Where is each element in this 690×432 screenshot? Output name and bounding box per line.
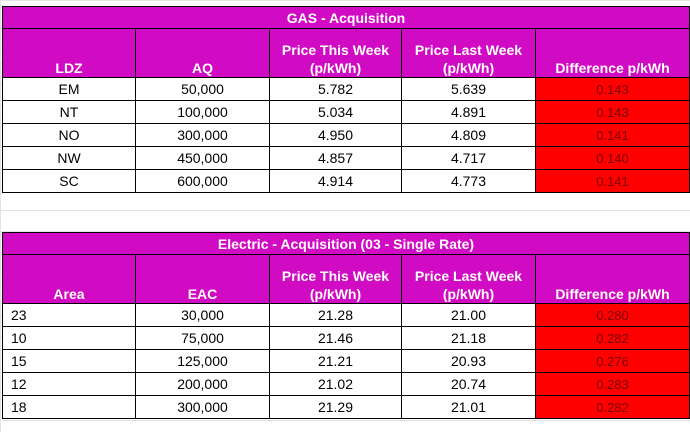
cell-price-this-week[interactable]: 4.857 bbox=[269, 146, 402, 170]
gas-acquisition-table: GAS - Acquisition LDZ AQ Price This Week… bbox=[2, 6, 690, 193]
header-price-last-week: Price Last Week (p/kWh) bbox=[401, 254, 536, 304]
cell-price-this-week[interactable]: 21.28 bbox=[269, 303, 402, 327]
table-row: NW 450,000 4.857 4.717 0.140 bbox=[2, 146, 690, 170]
cell-price-last-week[interactable]: 4.717 bbox=[401, 146, 536, 170]
cell-price-last-week[interactable]: 21.00 bbox=[401, 303, 536, 327]
cell-price-this-week[interactable]: 5.034 bbox=[269, 100, 402, 124]
cell-price-last-week[interactable]: 21.01 bbox=[401, 395, 536, 419]
cell-price-this-week[interactable]: 5.782 bbox=[269, 77, 402, 101]
gas-header-row: LDZ AQ Price This Week (p/kWh) Price Last… bbox=[2, 28, 690, 78]
cell-id[interactable]: NW bbox=[2, 146, 136, 170]
gas-title-row: GAS - Acquisition bbox=[2, 6, 690, 29]
cell-price-this-week[interactable]: 21.21 bbox=[269, 349, 402, 373]
header-price-this-week-line1: Price This Week bbox=[281, 42, 390, 58]
header-price-this-week-unit: (p/kWh) bbox=[309, 60, 362, 76]
cell-difference[interactable]: 0.140 bbox=[535, 146, 690, 170]
cell-difference[interactable]: 0.282 bbox=[535, 326, 690, 350]
header-eac: EAC bbox=[135, 254, 270, 304]
electric-title-row: Electric - Acquisition (03 - Single Rate… bbox=[2, 232, 690, 255]
cell-price-last-week[interactable]: 5.639 bbox=[401, 77, 536, 101]
gas-table-body: EM 50,000 5.782 5.639 0.143 NT 100,000 5.034 4.8… bbox=[2, 77, 690, 193]
cell-price-this-week[interactable]: 21.46 bbox=[269, 326, 402, 350]
cell-volume[interactable]: 300,000 bbox=[135, 395, 270, 419]
cell-price-last-week[interactable]: 4.773 bbox=[401, 169, 536, 193]
cell-volume[interactable]: 100,000 bbox=[135, 100, 270, 124]
cell-id[interactable]: NT bbox=[2, 100, 136, 124]
cell-volume[interactable]: 125,000 bbox=[135, 349, 270, 373]
cell-difference[interactable]: 0.276 bbox=[535, 349, 690, 373]
header-aq: AQ bbox=[135, 28, 270, 78]
table-row: EM 50,000 5.782 5.639 0.143 bbox=[2, 77, 690, 101]
table-row: 18 300,000 21.29 21.01 0.282 bbox=[2, 395, 690, 419]
cell-price-last-week[interactable]: 4.809 bbox=[401, 123, 536, 147]
cell-price-last-week[interactable]: 20.74 bbox=[401, 372, 536, 396]
cell-id[interactable]: 12 bbox=[2, 372, 136, 396]
gas-table-title: GAS - Acquisition bbox=[2, 6, 690, 29]
cell-id[interactable]: SC bbox=[2, 169, 136, 193]
cell-id[interactable]: 23 bbox=[2, 303, 136, 327]
cell-price-last-week[interactable]: 4.891 bbox=[401, 100, 536, 124]
cell-difference[interactable]: 0.143 bbox=[535, 100, 690, 124]
cell-price-this-week[interactable]: 4.950 bbox=[269, 123, 402, 147]
table-row: SC 600,000 4.914 4.773 0.141 bbox=[2, 169, 690, 193]
cell-price-this-week[interactable]: 21.29 bbox=[269, 395, 402, 419]
cell-price-last-week[interactable]: 20.93 bbox=[401, 349, 536, 373]
header-difference: Difference p/kWh bbox=[535, 254, 690, 304]
table-row: 15 125,000 21.21 20.93 0.276 bbox=[2, 349, 690, 373]
cell-price-this-week[interactable]: 4.914 bbox=[269, 169, 402, 193]
cell-difference[interactable]: 0.141 bbox=[535, 169, 690, 193]
cell-difference[interactable]: 0.280 bbox=[535, 303, 690, 327]
cell-difference[interactable]: 0.141 bbox=[535, 123, 690, 147]
cell-volume[interactable]: 300,000 bbox=[135, 123, 270, 147]
header-price-last-week-line1: Price Last Week bbox=[414, 42, 523, 58]
header-difference: Difference p/kWh bbox=[535, 28, 690, 78]
electric-acquisition-table: Electric - Acquisition (03 - Single Rate… bbox=[2, 232, 690, 419]
header-price-this-week: Price This Week (p/kWh) bbox=[269, 254, 402, 304]
header-price-this-week: Price This Week (p/kWh) bbox=[269, 28, 402, 78]
cell-volume[interactable]: 75,000 bbox=[135, 326, 270, 350]
cell-volume[interactable]: 600,000 bbox=[135, 169, 270, 193]
table-row: 23 30,000 21.28 21.00 0.280 bbox=[2, 303, 690, 327]
table-row: 10 75,000 21.46 21.18 0.282 bbox=[2, 326, 690, 350]
cell-id[interactable]: EM bbox=[2, 77, 136, 101]
cell-id[interactable]: 10 bbox=[2, 326, 136, 350]
cell-price-last-week[interactable]: 21.18 bbox=[401, 326, 536, 350]
electric-header-row: Area EAC Price This Week (p/kWh) Price La… bbox=[2, 254, 690, 304]
cell-volume[interactable]: 450,000 bbox=[135, 146, 270, 170]
header-ldz: LDZ bbox=[2, 28, 136, 78]
header-price-this-week-unit: (p/kWh) bbox=[309, 286, 362, 302]
table-row: NT 100,000 5.034 4.891 0.143 bbox=[2, 100, 690, 124]
table-row: 12 200,000 21.02 20.74 0.283 bbox=[2, 372, 690, 396]
cell-id[interactable]: NO bbox=[2, 123, 136, 147]
header-price-last-week: Price Last Week (p/kWh) bbox=[401, 28, 536, 78]
electric-table-body: 23 30,000 21.28 21.00 0.280 10 75,000 21.46 21.1… bbox=[2, 303, 690, 419]
table-row: NO 300,000 4.950 4.809 0.141 bbox=[2, 123, 690, 147]
cell-volume[interactable]: 30,000 bbox=[135, 303, 270, 327]
cell-id[interactable]: 18 bbox=[2, 395, 136, 419]
header-price-last-week-unit: (p/kWh) bbox=[442, 60, 495, 76]
header-price-last-week-unit: (p/kWh) bbox=[442, 286, 495, 302]
cell-difference[interactable]: 0.282 bbox=[535, 395, 690, 419]
cell-volume[interactable]: 200,000 bbox=[135, 372, 270, 396]
header-area: Area bbox=[2, 254, 136, 304]
header-price-this-week-line1: Price This Week bbox=[281, 268, 390, 284]
cell-volume[interactable]: 50,000 bbox=[135, 77, 270, 101]
cell-difference[interactable]: 0.283 bbox=[535, 372, 690, 396]
cell-price-this-week[interactable]: 21.02 bbox=[269, 372, 402, 396]
cell-id[interactable]: 15 bbox=[2, 349, 136, 373]
cell-difference[interactable]: 0.143 bbox=[535, 77, 690, 101]
electric-table-title: Electric - Acquisition (03 - Single Rate… bbox=[2, 232, 690, 255]
header-price-last-week-line1: Price Last Week bbox=[414, 268, 523, 284]
